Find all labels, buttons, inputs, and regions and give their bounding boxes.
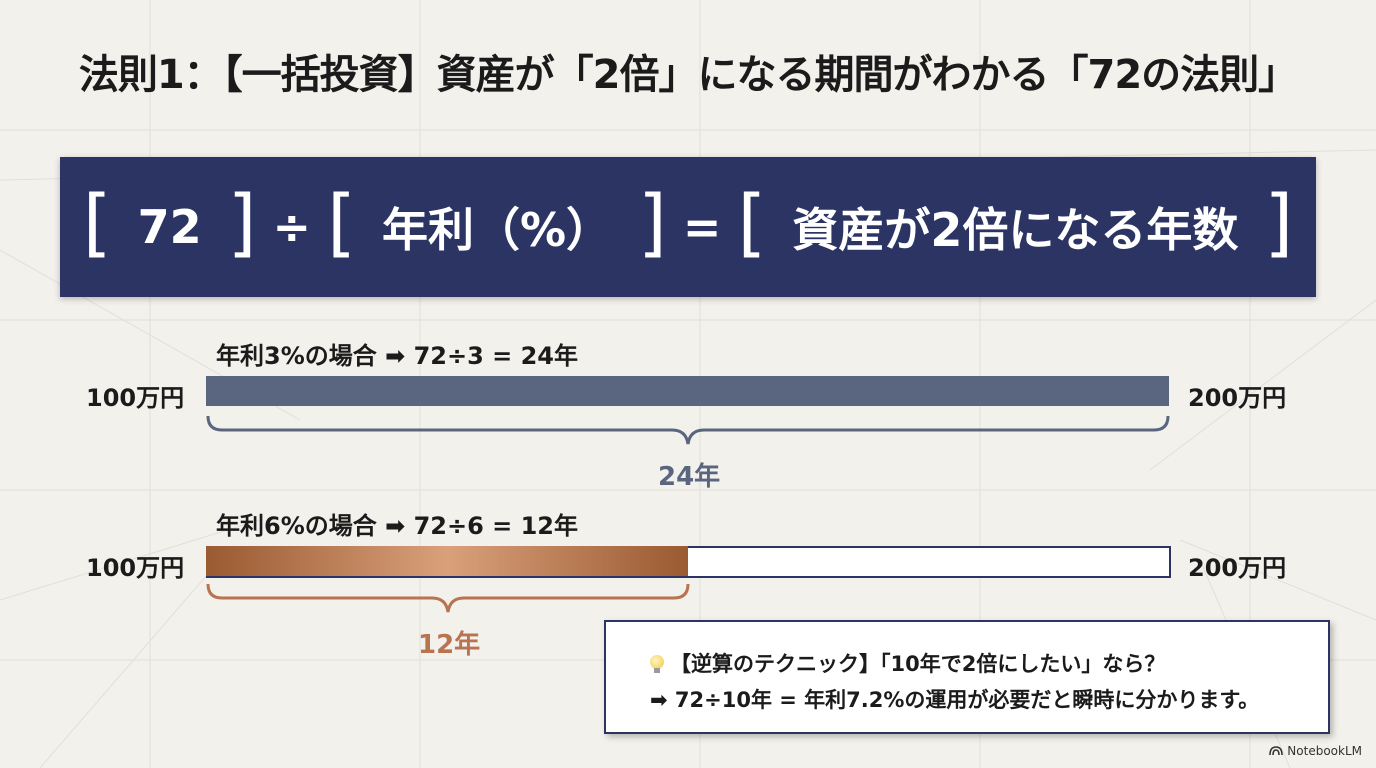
- brand-watermark: NotebookLM: [1269, 744, 1362, 758]
- case2-end-amount: 200万円: [1188, 554, 1287, 582]
- bracket-close: ]: [227, 180, 257, 266]
- tip-box: 【逆算のテクニック】「10年で2倍にしたい」なら？ ➡ 72÷10年 = 年利7…: [604, 620, 1330, 734]
- brand-label: NotebookLM: [1287, 744, 1362, 758]
- case1-years-label: 24年: [658, 462, 721, 492]
- formula-banner: [ 72 ] ÷ [ 年利（%） ] = [ 資産が2倍になる年数 ]: [60, 157, 1316, 297]
- formula-term-rate: 年利（%）: [381, 203, 613, 257]
- divide-sign: ÷: [272, 200, 312, 254]
- bracket-open: [: [737, 180, 767, 266]
- case2-years-label: 12年: [418, 630, 481, 660]
- bracket-close: ]: [1264, 180, 1294, 266]
- tip-line-1-text: 【逆算のテクニック】「10年で2倍にしたい」なら？: [670, 652, 1166, 676]
- bracket-open: [: [82, 180, 112, 266]
- case1-start-amount: 100万円: [86, 384, 185, 412]
- case1-end-amount: 200万円: [1188, 384, 1287, 412]
- bracket-open: [: [327, 180, 356, 266]
- equals-sign: =: [682, 200, 722, 254]
- tip-line-2: ➡ 72÷10年 = 年利7.2%の運用が必要だと瞬時に分かります。: [650, 688, 1260, 712]
- page-title: 法則1：【一括投資】資産が「2倍」になる期間がわかる「72の法則」: [78, 52, 1298, 98]
- case2-bar-fill: [206, 546, 688, 576]
- tip-line-1: 【逆算のテクニック】「10年で2倍にしたい」なら？: [650, 648, 1165, 678]
- formula-term-72: 72: [137, 200, 202, 254]
- case2-start-amount: 100万円: [86, 554, 185, 582]
- case1-label: 年利3%の場合 ➡ 72÷3 = 24年: [216, 342, 578, 370]
- bracket-close: ]: [638, 180, 667, 266]
- notebooklm-icon: [1269, 746, 1284, 756]
- case2-brace: [206, 583, 690, 613]
- case2-label: 年利6%の場合 ➡ 72÷6 = 12年: [216, 512, 578, 540]
- case1-bar: [206, 376, 1169, 406]
- case1-brace: [206, 415, 1170, 445]
- formula-term-years: 資産が2倍になる年数: [792, 203, 1239, 257]
- lightbulb-icon: [650, 655, 664, 673]
